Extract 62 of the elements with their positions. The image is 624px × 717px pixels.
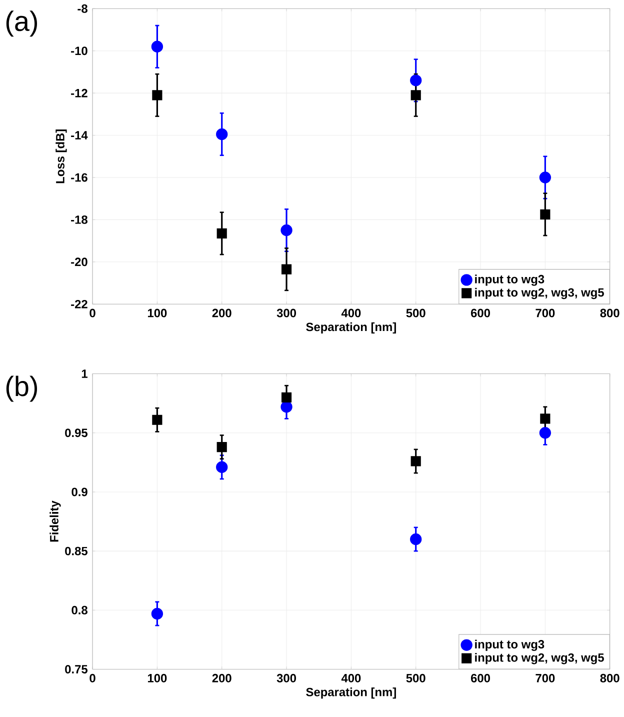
point (152, 414, 162, 425)
point (152, 90, 162, 100)
y-tick-label: -16 (70, 173, 88, 182)
x-tick-label: 200 (212, 308, 232, 318)
legend-label: input to wg3 (475, 274, 544, 286)
x-tick-label: 200 (212, 674, 232, 682)
x-tick-label: 100 (148, 308, 167, 318)
point (410, 74, 422, 86)
point (151, 40, 163, 52)
x-tick-label: 0 (90, 674, 96, 682)
y-axis-title: Loss [dB] (56, 130, 67, 184)
point (281, 264, 292, 274)
y-tick-label: -14 (70, 131, 88, 140)
point (410, 456, 421, 466)
x-tick-label: 100 (148, 674, 167, 682)
y-tick-label: 0.9 (72, 488, 88, 496)
y-tick-label: 0.75 (64, 665, 88, 674)
point (281, 392, 292, 402)
x-tick-label: 700 (536, 308, 555, 318)
y-tick-label: -18 (70, 215, 88, 224)
x-tick-label: 300 (276, 308, 296, 318)
point (540, 414, 550, 424)
y-axis-title: Fidelity (50, 500, 61, 542)
point (410, 533, 422, 546)
x-tick-label: 500 (406, 674, 426, 682)
x-axis-title: Separation [nm] (306, 322, 396, 334)
y-tick-label: -10 (70, 46, 88, 56)
point (539, 427, 551, 439)
chart-title: (a) (6, 10, 37, 37)
y-tick-label: 1 (82, 370, 88, 378)
y-tick-label: 0.95 (64, 428, 88, 438)
legend-label: input to wg2, wg3, wg5 (475, 288, 604, 300)
x-tick-label: 700 (536, 674, 555, 682)
point (280, 401, 292, 413)
point (280, 224, 292, 236)
x-tick-label: 600 (470, 308, 490, 318)
y-tick-label: 0.85 (64, 546, 88, 556)
x-tick-label: 600 (470, 674, 490, 682)
point (410, 90, 421, 100)
point (540, 209, 550, 220)
point (151, 608, 163, 620)
x-tick-label: 800 (600, 308, 620, 318)
point (216, 128, 228, 140)
point (216, 461, 228, 473)
y-tick-label: -12 (70, 88, 88, 98)
x-tick-label: 0 (90, 308, 96, 318)
x-axis-title: Separation [nm] (306, 688, 396, 699)
x-tick-label: 800 (600, 674, 620, 682)
x-tick-label: 300 (276, 674, 296, 682)
chart-title: (b) (6, 376, 37, 402)
point (216, 442, 227, 452)
x-tick-label: 400 (341, 308, 361, 318)
legend-label: input to wg2, wg3, wg5 (475, 653, 604, 664)
point (216, 228, 227, 238)
y-tick-label: -8 (78, 4, 88, 13)
point (539, 172, 551, 184)
y-tick-label: 0.8 (72, 606, 88, 614)
legend-label: input to wg3 (475, 640, 544, 651)
x-tick-label: 400 (341, 674, 361, 682)
y-tick-label: -20 (70, 258, 88, 266)
y-tick-label: -22 (70, 300, 88, 308)
x-tick-label: 500 (406, 308, 426, 318)
